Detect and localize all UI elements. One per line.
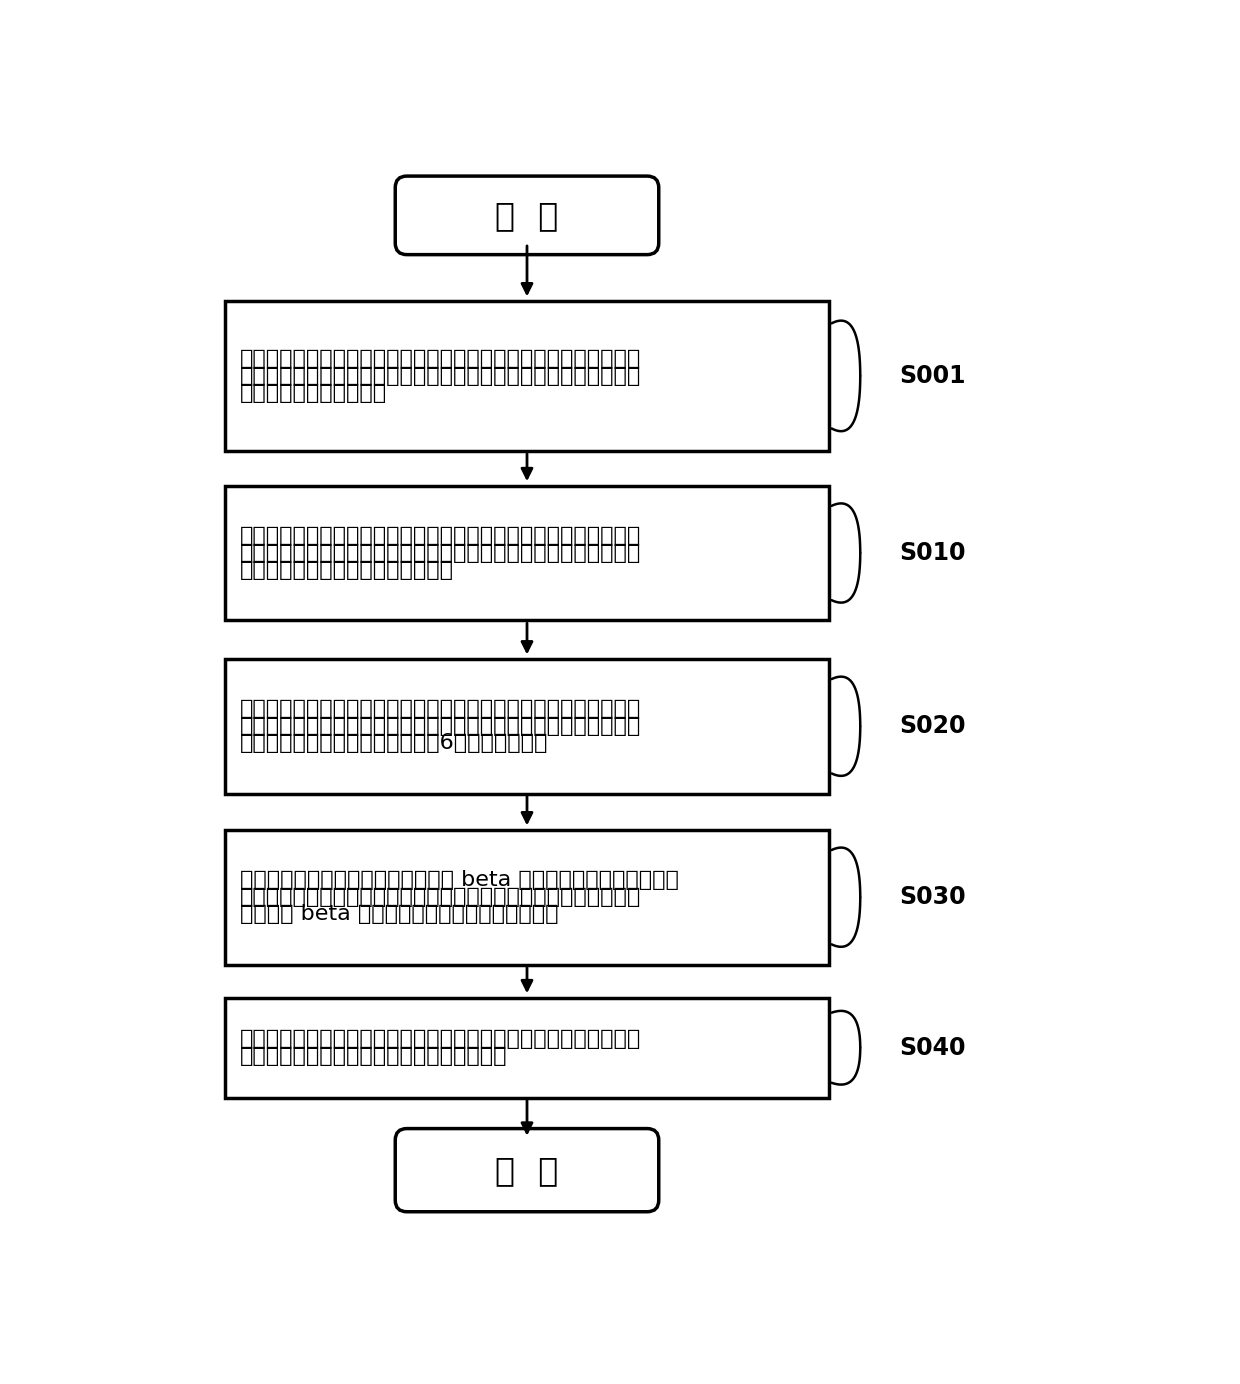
Bar [224,998,830,1098]
Text: 模块、进食模块、营救模块、野放模块以及交流模块等，然后根据进: 模块、进食模块、营救模块、野放模块以及交流模块等，然后根据进 [241,543,641,563]
Bar [224,300,830,451]
Bar [224,659,830,793]
Text: 输入不同生态系统的大熋猫数据，如所研究基地的熋猫个数、年龄、: 输入不同生态系统的大熋猫数据，如所研究基地的熋猫个数、年龄、 [241,349,641,370]
Bar [224,830,830,965]
FancyBboxPatch shape [396,176,658,255]
Text: S020: S020 [899,714,966,738]
Text: 差，根据 beta 分布模拟模型每次循环的不确定性: 差，根据 beta 分布模拟模型每次循环的不确定性 [241,904,559,925]
Text: 率和死亡率的变化，根据正态分布模拟某年份种群数量变化的时间方: 率和死亡率的变化，根据正态分布模拟某年份种群数量变化的时间方 [241,887,641,907]
Text: S040: S040 [899,1035,966,1060]
Text: 开  始: 开 始 [495,199,559,233]
Text: 化行为的顺序设计模块执行的优先权: 化行为的顺序设计模块执行的优先权 [241,561,454,580]
Text: S010: S010 [899,541,966,565]
Text: S001: S001 [899,364,966,388]
Text: 体数量变化的情况进行灵敏度以及鲁棒性分析: 体数量变化的情况进行灵敏度以及鲁棒性分析 [241,1046,507,1066]
Text: 则集，包括繁殖规则，死亡规则箉6个模块的规则集: 则集，包括繁殖规则，死亡规则箉6个模块的规则集 [241,734,548,753]
FancyBboxPatch shape [396,1128,658,1212]
Text: 为以及大熋猫的进化顺序: 为以及大熋猫的进化顺序 [241,383,387,403]
Text: 计算模型设计。根据概念模型，设计多环境膜系统结构，初始对象集: 计算模型设计。根据概念模型，设计多环境膜系统结构，初始对象集 [241,699,641,720]
Text: 获取参数不确定性因素分析法，根据 beta 分布模拟大熋猫种群的出生: 获取参数不确定性因素分析法，根据 beta 分布模拟大熋猫种群的出生 [241,871,680,890]
Text: S030: S030 [899,886,966,909]
Text: （大熋猫映射为对象），设计不同环境中不同年龄段的大熋猫进化规: （大熋猫映射为对象），设计不同环境中不同年龄段的大熋猫进化规 [241,717,641,736]
Bar [224,486,830,620]
Text: 性别等基本信息、大熋猫的进化行为，如繁殖、进食、死亡等进化行: 性别等基本信息、大熋猫的进化行为，如繁殖、进食、死亡等进化行 [241,365,641,386]
Text: 概念模型设计。该模型主要对进化行为抽象化，分为繁殖模块、死亡: 概念模型设计。该模型主要对进化行为抽象化，分为繁殖模块、死亡 [241,526,641,547]
Text: 结  束: 结 束 [495,1154,559,1186]
Text: 输出多环境膜系统的仿真实验结果，然后根据实验结果，对大熋猫个: 输出多环境膜系统的仿真实验结果，然后根据实验结果，对大熋猫个 [241,1030,641,1049]
